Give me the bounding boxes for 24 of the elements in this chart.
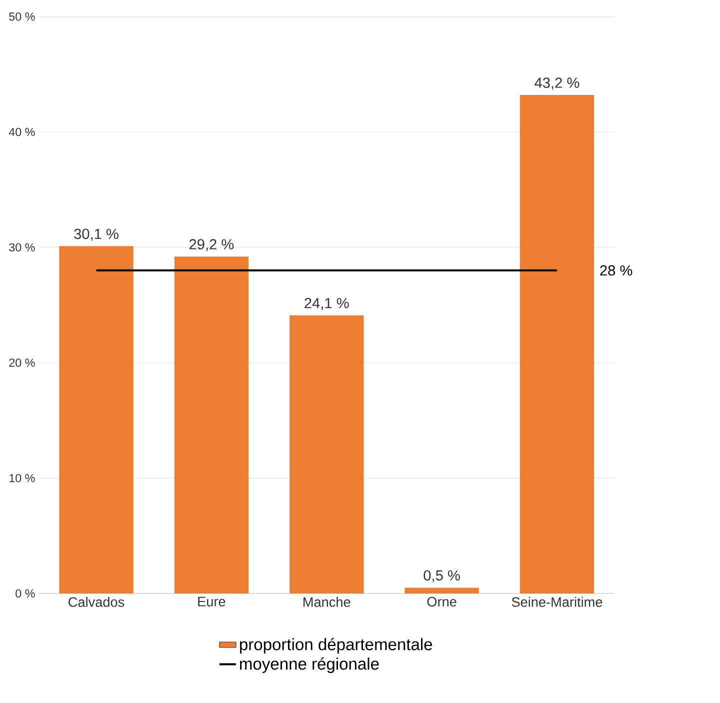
bar	[174, 256, 249, 594]
annotation: 28 %	[600, 265, 632, 276]
legend-label: proportion départementale	[240, 638, 432, 654]
y-tick-label: 40 %	[8, 128, 35, 136]
data-label: 30,1 %	[74, 228, 118, 241]
x-tick-label: Calvados	[68, 597, 124, 608]
x-tick-label: Eure	[198, 597, 226, 607]
data-label: 43,2 %	[534, 78, 580, 90]
bar	[59, 246, 134, 594]
x-tick-label: Manche	[304, 597, 350, 608]
y-tick-label: 0 %	[16, 589, 35, 598]
bar	[404, 588, 479, 594]
y-tick-label: 20 %	[9, 358, 35, 367]
y-tick-label: 30 %	[9, 243, 35, 252]
data-label: 29,2 %	[189, 239, 234, 252]
y-tick-label: 10 %	[10, 474, 35, 482]
bar	[520, 95, 594, 594]
x-tick-label: Seine-Maritime	[512, 597, 602, 608]
legend-label: moyenne régionale	[240, 658, 379, 674]
bar	[290, 316, 364, 594]
x-tick-label: Orne	[427, 596, 456, 607]
y-tick-label: 50 %	[9, 12, 35, 21]
data-label: 24,1 %	[304, 298, 349, 310]
data-label: 0,5 %	[424, 570, 460, 582]
